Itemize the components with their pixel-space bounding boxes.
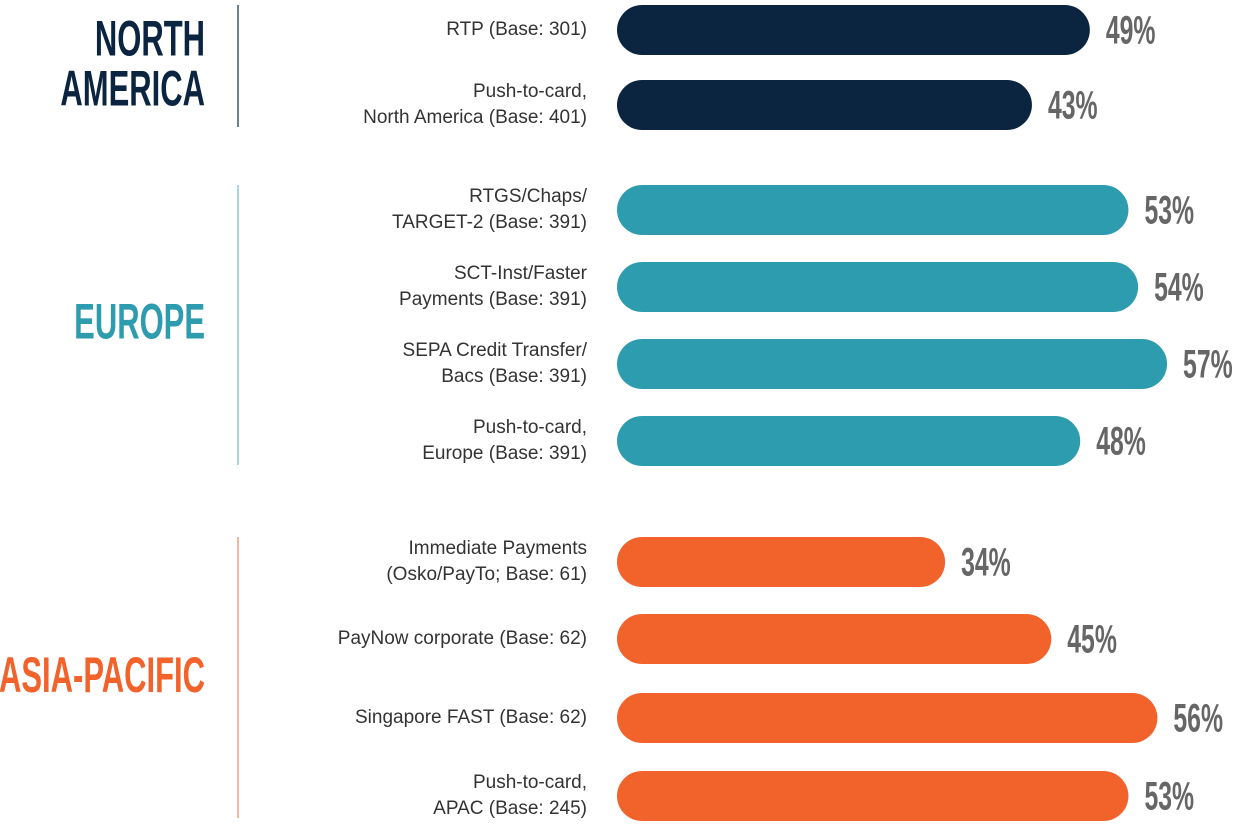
category-label: PayNow corporate (Base: 62) [338, 628, 587, 649]
bar [617, 262, 1139, 312]
category-label: Push-to-card, [473, 81, 587, 102]
region-label: AMERICA [60, 60, 205, 116]
category-label: SEPA Credit Transfer/ [403, 340, 588, 361]
bar [617, 771, 1129, 821]
value-label: 49% [1106, 9, 1156, 53]
category-label: SCT-Inst/Faster [454, 263, 588, 284]
bar [617, 339, 1168, 389]
category-label: Bacs (Base: 391) [441, 366, 587, 387]
value-label: 34% [961, 541, 1011, 585]
bar [617, 80, 1032, 130]
category-label: Payments (Base: 391) [399, 289, 587, 310]
value-label: 54% [1154, 266, 1204, 310]
category-label: Singapore FAST (Base: 62) [355, 707, 587, 728]
value-label: 56% [1173, 697, 1223, 741]
category-label: APAC (Base: 245) [433, 798, 587, 819]
category-label: (Osko/PayTo; Base: 61) [386, 564, 587, 585]
value-label: 48% [1096, 420, 1146, 464]
region-label: ASIA-PACIFIC [0, 647, 205, 703]
bar [617, 416, 1081, 466]
region-label: EUROPE [74, 293, 205, 349]
category-label: Push-to-card, [473, 417, 587, 438]
bar [617, 185, 1129, 235]
region-label: NORTH [95, 10, 205, 66]
bar [617, 5, 1090, 55]
bar [617, 693, 1158, 743]
value-label: 53% [1144, 189, 1194, 233]
bar [617, 537, 946, 587]
category-label: North America (Base: 401) [363, 107, 587, 128]
category-label: Europe (Base: 391) [422, 443, 587, 464]
value-label: 53% [1144, 775, 1194, 819]
category-label: RTP (Base: 301) [446, 19, 587, 40]
category-label: RTGS/Chaps/ [469, 186, 588, 207]
category-label: Immediate Payments [409, 538, 587, 559]
value-label: 43% [1048, 84, 1098, 128]
category-label: Push-to-card, [473, 772, 587, 793]
category-label: TARGET-2 (Base: 391) [392, 212, 587, 233]
value-label: 57% [1183, 343, 1233, 387]
bar [617, 614, 1052, 664]
value-label: 45% [1067, 618, 1117, 662]
